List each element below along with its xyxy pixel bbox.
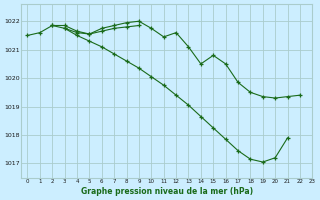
- X-axis label: Graphe pression niveau de la mer (hPa): Graphe pression niveau de la mer (hPa): [81, 187, 253, 196]
